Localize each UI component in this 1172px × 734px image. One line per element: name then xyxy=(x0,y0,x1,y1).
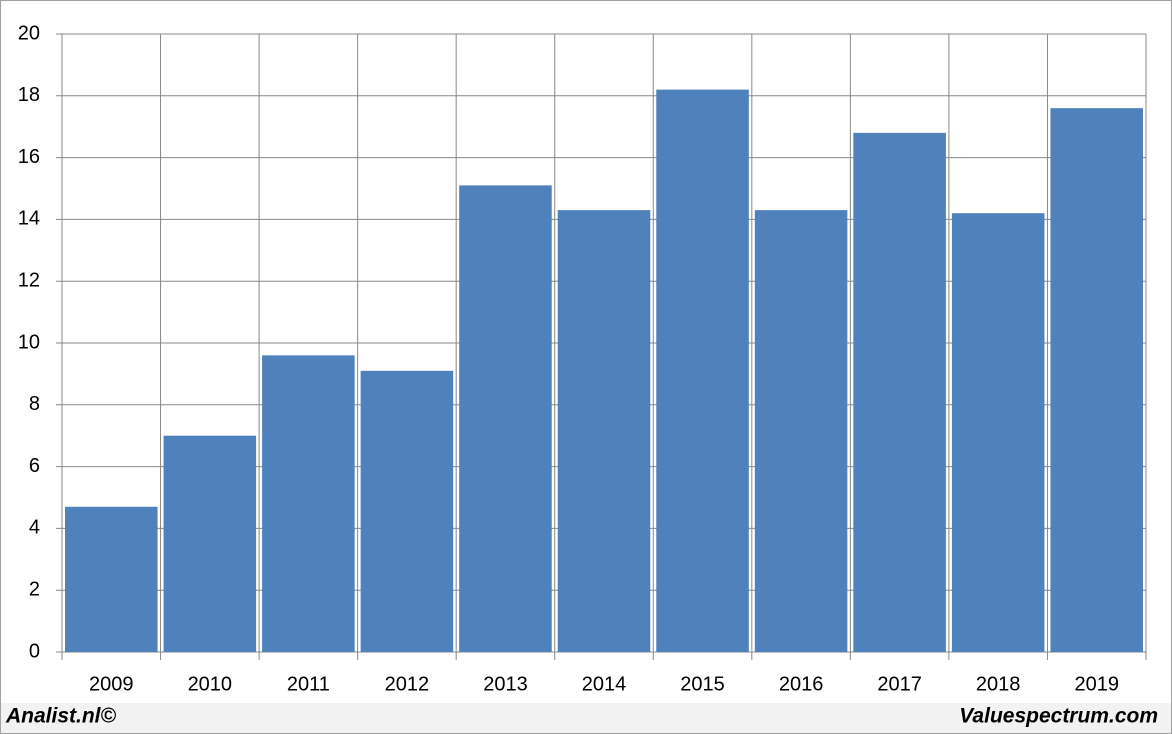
bar xyxy=(656,89,749,653)
bar xyxy=(163,435,257,652)
y-tick-label: 2 xyxy=(29,578,40,600)
bar xyxy=(951,213,1045,652)
y-tick-label: 8 xyxy=(29,393,40,415)
y-tick-label: 4 xyxy=(29,517,40,539)
y-tick-label: 18 xyxy=(18,84,40,106)
x-tick-label: 2016 xyxy=(779,673,824,695)
x-tick-label: 2019 xyxy=(1074,673,1119,695)
source-right: Valuespectrum.com xyxy=(959,705,1158,728)
y-tick-label: 14 xyxy=(18,208,40,230)
y-tick-label: 10 xyxy=(18,331,40,353)
bar xyxy=(853,132,946,652)
x-tick-label: 2015 xyxy=(680,673,725,695)
y-tick-label: 0 xyxy=(29,640,40,662)
x-tick-label: 2014 xyxy=(582,673,627,695)
bar xyxy=(360,370,454,652)
source-left: Analist.nl© xyxy=(5,705,117,728)
footer-band xyxy=(1,703,1171,733)
y-tick-label: 16 xyxy=(18,146,40,168)
bar xyxy=(1050,108,1143,652)
bar xyxy=(754,210,848,652)
x-tick-label: 2009 xyxy=(89,673,134,695)
x-tick-label: 2011 xyxy=(287,673,330,695)
y-tick-label: 12 xyxy=(18,269,40,291)
x-tick-label: 2013 xyxy=(483,673,528,695)
bar xyxy=(65,506,158,652)
x-tick-label: 2017 xyxy=(877,673,922,695)
x-tick-label: 2012 xyxy=(385,673,430,695)
y-tick-label: 6 xyxy=(29,455,40,477)
bar xyxy=(262,355,355,652)
x-tick-label: 2018 xyxy=(976,673,1021,695)
y-tick-label: 20 xyxy=(18,22,40,44)
bar xyxy=(557,210,651,652)
bar xyxy=(459,185,552,652)
x-tick-label: 2010 xyxy=(188,673,233,695)
